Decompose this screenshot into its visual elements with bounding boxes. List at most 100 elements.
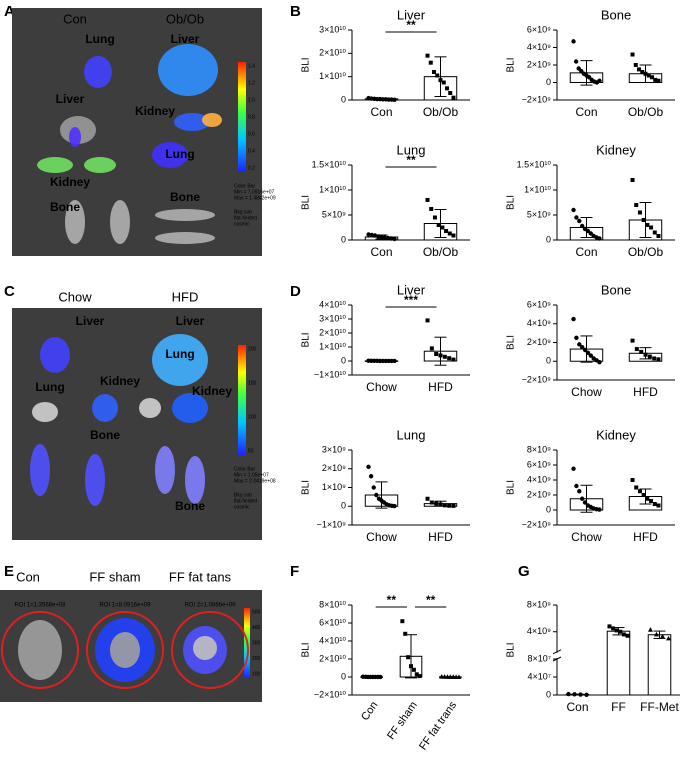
roi-circle bbox=[171, 611, 249, 689]
data-point bbox=[369, 232, 374, 238]
data-point bbox=[652, 230, 657, 235]
data-point bbox=[376, 234, 381, 239]
data-point bbox=[429, 346, 434, 351]
y-tick-label: 4×10⁹ bbox=[527, 626, 551, 636]
organ-signal bbox=[92, 394, 118, 422]
image-note: cosmic bbox=[234, 504, 250, 510]
organ-signal bbox=[193, 636, 217, 660]
y-tick-label: 6×10⁹ bbox=[527, 459, 551, 469]
data-point bbox=[660, 633, 666, 639]
data-point bbox=[630, 478, 635, 482]
data-point bbox=[643, 71, 648, 76]
image-note: flat-fielded bbox=[234, 498, 257, 504]
data-point bbox=[579, 496, 585, 501]
y-tick-label: 4×10⁹ bbox=[527, 42, 551, 52]
x-tick-label: FF bbox=[611, 700, 626, 714]
panel-letter: B bbox=[290, 3, 301, 20]
y-axis-label: BLI bbox=[301, 642, 312, 657]
organ-signal bbox=[174, 113, 210, 131]
data-point bbox=[366, 464, 371, 470]
organ-signal bbox=[139, 398, 161, 418]
data-point bbox=[406, 655, 411, 660]
data-point bbox=[597, 78, 602, 83]
data-point bbox=[646, 73, 651, 78]
image-note: Bkg sub bbox=[234, 492, 252, 498]
y-tick-label: 8×10⁹ bbox=[527, 444, 551, 454]
bioluminescence-image bbox=[12, 8, 262, 256]
data-point bbox=[641, 218, 646, 222]
data-point bbox=[647, 354, 652, 359]
color-bar-info: Min = 1.05e+07 bbox=[234, 472, 269, 478]
y-tick-label: 3×10¹⁰ bbox=[319, 313, 346, 323]
panel-letter: G bbox=[518, 563, 530, 580]
panel-letter: F bbox=[290, 563, 299, 580]
y-tick-label: 1×10⁹ bbox=[322, 482, 346, 492]
data-point bbox=[577, 218, 582, 224]
significance-label: ** bbox=[387, 593, 397, 607]
y-tick-label: 2×10⁹ bbox=[527, 489, 551, 499]
y-tick-label: 6×10¹⁰ bbox=[319, 617, 346, 627]
x-tick-label: FF sham bbox=[385, 700, 420, 742]
data-point bbox=[656, 234, 661, 238]
data-point bbox=[585, 350, 591, 356]
panel-letter: A bbox=[4, 3, 15, 20]
data-point bbox=[432, 215, 437, 220]
data-point bbox=[429, 500, 434, 505]
data-point bbox=[637, 67, 642, 72]
data-point bbox=[451, 357, 456, 362]
color-bar-label: 1.4 bbox=[248, 63, 255, 69]
data-point bbox=[574, 335, 579, 341]
data-point bbox=[385, 235, 391, 241]
significance-label: *** bbox=[404, 293, 418, 307]
data-point bbox=[614, 628, 619, 633]
y-tick-label: 8×10¹⁰ bbox=[319, 599, 346, 609]
organ-signal bbox=[18, 620, 62, 680]
color-bar-label: 0.6 bbox=[248, 131, 255, 137]
y-tick-label: 2×10¹⁰ bbox=[319, 48, 346, 58]
data-point bbox=[656, 78, 661, 83]
data-point bbox=[607, 624, 612, 629]
chart-title: Kidney bbox=[596, 427, 636, 442]
group-label: Con bbox=[16, 569, 40, 584]
data-point bbox=[584, 692, 589, 697]
organ-label: Bone bbox=[90, 428, 120, 442]
image-note: cosmic bbox=[234, 221, 250, 227]
axis-break bbox=[553, 652, 561, 658]
x-tick-label: Con bbox=[370, 105, 392, 119]
panel-letter: D bbox=[290, 283, 301, 300]
data-point bbox=[368, 474, 374, 479]
organ-signal bbox=[110, 632, 140, 668]
data-point bbox=[573, 59, 579, 64]
organ-signal bbox=[32, 402, 58, 422]
data-point bbox=[643, 352, 648, 357]
data-point bbox=[630, 52, 635, 57]
group-label: Con bbox=[63, 11, 87, 26]
group-label: Ob/Ob bbox=[166, 11, 204, 26]
data-point bbox=[409, 664, 413, 669]
organ-signal bbox=[37, 157, 73, 173]
data-point bbox=[645, 496, 650, 501]
data-point bbox=[425, 198, 430, 202]
organ-label: Lung bbox=[85, 32, 114, 46]
data-point bbox=[653, 631, 659, 637]
data-point bbox=[442, 354, 447, 359]
y-tick-label: 0 bbox=[341, 94, 346, 104]
organ-signal bbox=[65, 200, 85, 244]
organ-label: Lung bbox=[165, 147, 194, 161]
y-tick-label: 3×10⁹ bbox=[322, 444, 346, 454]
y-tick-label: 2×10⁹ bbox=[527, 337, 551, 347]
data-point bbox=[656, 357, 661, 362]
data-point bbox=[579, 344, 585, 350]
organ-label: Kidney bbox=[192, 384, 232, 398]
organ-signal bbox=[85, 454, 105, 506]
x-tick-label: Ob/Ob bbox=[423, 105, 459, 119]
data-point bbox=[639, 349, 644, 354]
y-axis-label: BLI bbox=[301, 57, 312, 72]
organ-label: Lung bbox=[35, 380, 64, 394]
data-point bbox=[588, 353, 594, 358]
organ-label: Liver bbox=[76, 314, 105, 328]
organ-signal bbox=[158, 44, 218, 96]
roi-label: ROI 1=1.3568e+08 bbox=[14, 603, 66, 609]
y-axis-label: BLI bbox=[301, 332, 312, 347]
